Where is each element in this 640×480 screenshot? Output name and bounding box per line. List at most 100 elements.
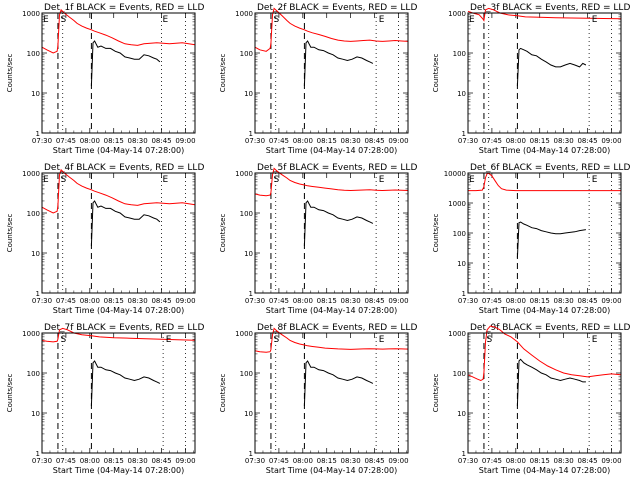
y-tick-label: 100 bbox=[453, 50, 466, 58]
chart-title: Det_2f BLACK = Events, RED = LLD bbox=[257, 3, 417, 13]
chart-panel-6: Det_6f BLACK = Events, RED = LLD Counts/s… bbox=[432, 163, 630, 315]
x-tick-label: 07:45 bbox=[269, 457, 289, 465]
lld-series-line bbox=[41, 327, 196, 343]
y-tick-label: 1 bbox=[249, 130, 253, 138]
chart-title: Det_4f BLACK = Events, RED = LLD bbox=[44, 163, 204, 173]
x-tick-label: 07:45 bbox=[269, 297, 289, 305]
x-tick-label: 08:15 bbox=[530, 297, 550, 305]
x-tick-label: 08:15 bbox=[317, 297, 337, 305]
events-series-line bbox=[90, 200, 161, 247]
x-tick-label: 07:45 bbox=[269, 137, 289, 145]
marker-label: E bbox=[592, 175, 598, 185]
y-axis-label: Counts/sec bbox=[6, 214, 14, 253]
x-tick-label: 08:00 bbox=[293, 137, 313, 145]
lld-series-line bbox=[468, 172, 621, 192]
y-tick-label: 1000 bbox=[448, 10, 466, 18]
x-tick-label: 08:30 bbox=[554, 457, 574, 465]
y-tick-label: 100 bbox=[27, 50, 40, 58]
lld-series-line bbox=[254, 7, 409, 52]
y-axis-label: Counts/sec bbox=[6, 54, 14, 93]
marker-label: E bbox=[43, 15, 49, 25]
events-series-line bbox=[303, 200, 374, 247]
chart-title: Det_1f BLACK = Events, RED = LLD bbox=[44, 3, 204, 13]
y-tick-label: 100 bbox=[453, 370, 466, 378]
x-tick-label: 08:30 bbox=[554, 137, 574, 145]
x-tick-label: 09:00 bbox=[175, 137, 195, 145]
marker-label: S bbox=[61, 175, 67, 185]
y-tick-label: 1 bbox=[462, 130, 466, 138]
x-tick-label: 08:45 bbox=[577, 457, 597, 465]
chart-title: Det_6f BLACK = Events, RED = LLD bbox=[470, 163, 630, 173]
marker-label: E bbox=[592, 15, 598, 25]
plot-frame bbox=[254, 332, 409, 454]
x-tick-label: 09:00 bbox=[601, 457, 621, 465]
marker-label: E bbox=[379, 175, 385, 185]
x-tick-label: 07:30 bbox=[458, 297, 478, 305]
x-tick-label: 08:15 bbox=[317, 137, 337, 145]
marker-label: S bbox=[274, 335, 280, 345]
y-tick-label: 100 bbox=[27, 370, 40, 378]
events-series-line bbox=[516, 221, 586, 258]
y-tick-label: 1 bbox=[36, 130, 40, 138]
x-tick-label: 07:30 bbox=[32, 137, 52, 145]
plot-frame bbox=[41, 12, 196, 134]
y-tick-label: 1000 bbox=[235, 330, 253, 338]
chart-title: Det_3f BLACK = Events, RED = LLD bbox=[470, 3, 630, 13]
y-axis-label: Counts/sec bbox=[219, 214, 227, 253]
x-tick-label: 08:45 bbox=[364, 137, 384, 145]
marker-label: S bbox=[274, 15, 280, 25]
x-tick-label: 07:30 bbox=[458, 137, 478, 145]
y-tick-label: 1000 bbox=[235, 170, 253, 178]
marker-label: E bbox=[379, 335, 385, 345]
y-tick-label: 1 bbox=[462, 290, 466, 298]
x-tick-label: 08:45 bbox=[151, 137, 171, 145]
y-tick-label: 10 bbox=[244, 250, 253, 258]
y-tick-label: 10000 bbox=[444, 170, 466, 178]
y-axis-label: Counts/sec bbox=[219, 374, 227, 413]
y-tick-label: 10 bbox=[244, 90, 253, 98]
marker-label: E bbox=[379, 15, 385, 25]
y-tick-label: 10 bbox=[31, 410, 40, 418]
x-tick-label: 08:00 bbox=[293, 297, 313, 305]
x-tick-label: 07:30 bbox=[458, 457, 478, 465]
x-tick-label: 08:00 bbox=[506, 297, 526, 305]
x-tick-label: 09:00 bbox=[175, 297, 195, 305]
events-series-line bbox=[303, 40, 374, 87]
x-tick-label: 08:30 bbox=[128, 297, 148, 305]
lld-series-line bbox=[41, 168, 196, 214]
x-tick-label: 07:30 bbox=[245, 137, 265, 145]
x-tick-label: 08:15 bbox=[317, 457, 337, 465]
x-tick-label: 07:45 bbox=[56, 457, 76, 465]
y-tick-label: 1000 bbox=[235, 10, 253, 18]
x-tick-label: 07:30 bbox=[32, 457, 52, 465]
y-tick-label: 10 bbox=[31, 250, 40, 258]
x-tick-label: 08:00 bbox=[506, 137, 526, 145]
chart-title: Det_8f BLACK = Events, RED = LLD bbox=[257, 323, 417, 333]
marker-label: S bbox=[274, 175, 280, 185]
lld-series-line bbox=[254, 167, 409, 197]
y-axis-label: Counts/sec bbox=[432, 374, 440, 413]
marker-label: E bbox=[592, 335, 598, 345]
x-tick-label: 08:30 bbox=[128, 137, 148, 145]
plot-frame bbox=[41, 332, 196, 454]
chart-panel-2: Det_2f BLACK = Events, RED = LLD Counts/s… bbox=[219, 3, 417, 155]
y-axis-label: Counts/sec bbox=[432, 214, 440, 253]
lld-series-line bbox=[467, 325, 622, 382]
events-series-line bbox=[90, 40, 161, 87]
y-tick-label: 1000 bbox=[22, 10, 40, 18]
y-tick-label: 10 bbox=[457, 410, 466, 418]
x-tick-label: 08:15 bbox=[104, 297, 124, 305]
y-tick-label: 1 bbox=[36, 450, 40, 458]
y-axis-label: Counts/sec bbox=[219, 54, 227, 93]
x-tick-label: 08:45 bbox=[577, 137, 597, 145]
plot-frame bbox=[41, 172, 196, 294]
y-tick-label: 1000 bbox=[448, 200, 466, 208]
chart-panel-9: Det_9f BLACK = Events, RED = LLD Counts/s… bbox=[432, 323, 630, 475]
x-tick-label: 08:45 bbox=[151, 457, 171, 465]
x-tick-label: 08:30 bbox=[341, 297, 361, 305]
x-tick-label: 07:45 bbox=[56, 137, 76, 145]
y-tick-label: 10 bbox=[457, 90, 466, 98]
x-tick-label: 07:30 bbox=[245, 297, 265, 305]
y-tick-label: 100 bbox=[453, 230, 466, 238]
